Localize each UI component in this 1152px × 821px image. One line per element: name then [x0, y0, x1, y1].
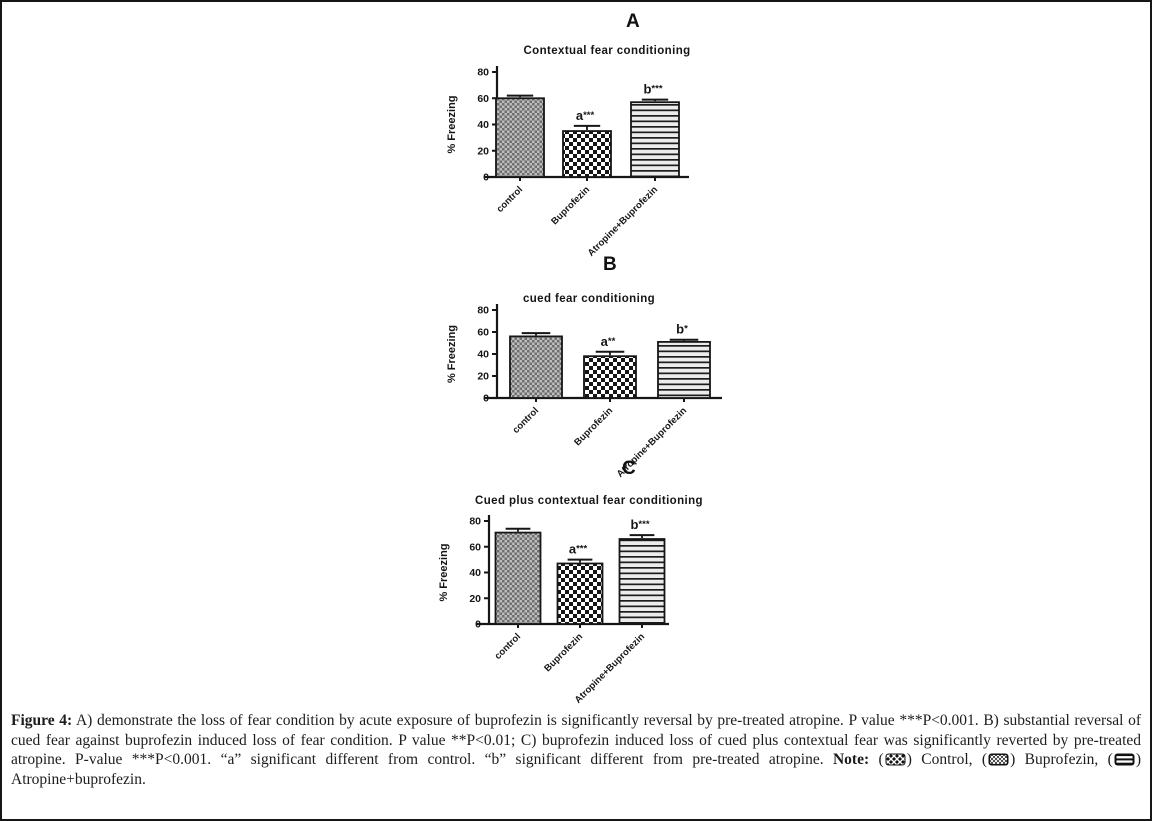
bar-buprofezin	[556, 562, 604, 625]
y-tick-label: 40	[477, 349, 489, 361]
bar-control	[494, 531, 542, 625]
y-tick-label: 40	[469, 567, 481, 579]
legend-item-label: ) Buprofezin,	[1010, 751, 1108, 769]
panel-label-b: B	[603, 254, 617, 275]
y-tick-label: 80	[477, 67, 489, 79]
buprofezin-swatch-icon	[988, 753, 1009, 766]
chart-contextual-fear-conditioning: Contextual fear conditioning % Freezing 0 2…	[446, 45, 690, 259]
sig-label-atropine-buprofezin: b*	[676, 322, 688, 337]
legend-item-control-swatch: ( ) Control,	[879, 751, 982, 768]
sig-label-atropine-buprofezin: b***	[630, 517, 649, 532]
x-category-label-atropine-buprofezin: Atropine+Buprofezin	[573, 631, 648, 706]
x-category-label-control: control	[511, 405, 542, 436]
y-axis-label: % Freezing	[438, 543, 450, 601]
legend-item-label: ) Atropine+buprofezin.	[11, 751, 1142, 788]
y-tick-label: 20	[469, 593, 481, 605]
chart-cued-fear-conditioning: cued fear conditioning % Freezing 0 20 40 60 8…	[446, 293, 722, 480]
y-tick-label: 0	[475, 619, 481, 631]
bar-control	[495, 97, 545, 178]
y-tick-label: 80	[469, 516, 481, 528]
y-axis-label: % Freezing	[446, 95, 458, 153]
bar-buprofezin	[583, 355, 637, 399]
chart-title: Contextual fear conditioning	[523, 45, 690, 57]
figure-caption-label: Figure 4:	[11, 712, 73, 729]
x-category-label-buprofezin: Buprofezin	[572, 405, 615, 448]
x-category-label-atropine-buprofezin: Atropine+Buprofezin	[586, 184, 661, 259]
control-swatch-icon	[885, 753, 906, 766]
y-tick-label: 60	[477, 93, 489, 105]
bar-atropine-buprofezin	[657, 341, 711, 399]
bar-atropine-buprofezin	[630, 101, 680, 178]
y-tick-label: 80	[477, 305, 489, 317]
sig-label-buprofezin: a***	[576, 108, 595, 123]
y-axis-label: % Freezing	[446, 325, 458, 383]
x-category-label-buprofezin: Buprofezin	[549, 184, 592, 227]
panel-label-a: A	[626, 11, 640, 32]
x-category-label-control: control	[493, 631, 524, 662]
y-tick-label: 60	[477, 327, 489, 339]
panel-label-c: C	[622, 458, 636, 479]
x-category-label-buprofezin: Buprofezin	[542, 631, 585, 674]
sig-label-buprofezin: a**	[601, 334, 616, 349]
legend-item-open-paren: (	[1107, 751, 1113, 769]
legend-item-buprofezin-swatch: ( ) Buprofezin,	[982, 751, 1108, 768]
bar-control	[509, 335, 563, 399]
chart-cued-plus-contextual-fear-conditioning: Cued plus contextual fear conditioning % …	[438, 495, 703, 706]
figure-caption-note-label: Note:	[823, 751, 879, 769]
x-category-label-control: control	[495, 184, 526, 215]
chart-title: cued fear conditioning	[523, 293, 655, 305]
y-tick-label: 40	[477, 119, 489, 131]
y-tick-label: 60	[469, 541, 481, 553]
bar-atropine-buprofezin	[618, 538, 666, 625]
legend-item-atropine-buprofezin-swatch: ( ) Atropine+buprofezin.	[11, 751, 1141, 788]
legend-item-open-paren: (	[981, 751, 988, 769]
legend-item-open-paren: (	[878, 751, 884, 769]
y-tick-label: 20	[477, 371, 489, 383]
figure-caption: Figure 4: A) demonstrate the loss of fea…	[11, 711, 1141, 789]
chart-title: Cued plus contextual fear conditioning	[475, 495, 703, 507]
atropine-buprofezin-swatch-icon	[1114, 753, 1135, 766]
y-tick-label: 0	[483, 172, 489, 184]
y-tick-label: 20	[477, 145, 489, 157]
sig-label-buprofezin: a***	[569, 542, 588, 557]
legend-item-label: ) Control,	[906, 751, 982, 769]
y-tick-label: 0	[483, 393, 489, 405]
sig-label-atropine-buprofezin: b***	[643, 82, 662, 97]
bar-buprofezin	[562, 130, 612, 178]
caption-legend: ( ) Control, ( ) Buprofezin, ( ) Atropin…	[11, 751, 1141, 788]
figure-caption-body: A) demonstrate the loss of fear conditio…	[11, 712, 1141, 769]
